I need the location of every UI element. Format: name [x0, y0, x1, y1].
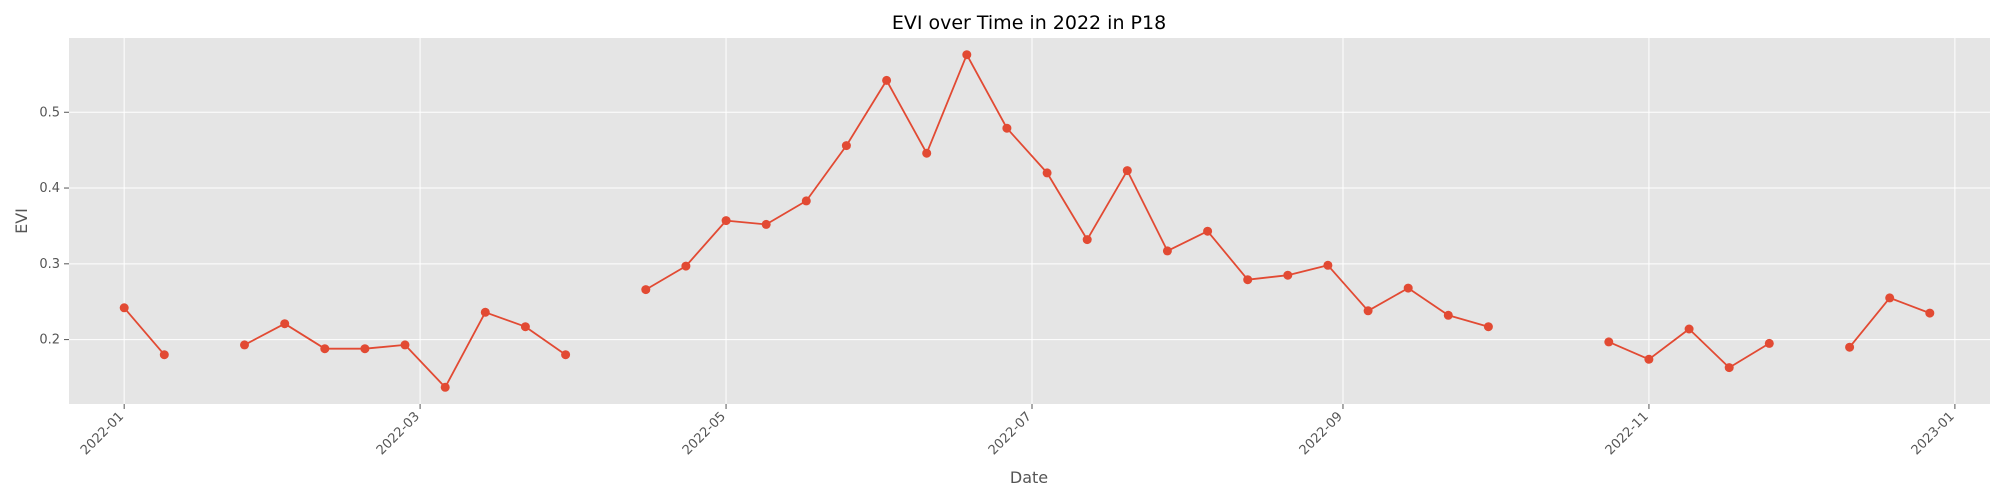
x-tick-label: 2022-05 [680, 409, 729, 458]
data-point [1363, 306, 1373, 316]
data-point [400, 340, 410, 350]
data-point [681, 261, 691, 271]
series-line-segment [645, 53, 1489, 328]
data-point [1845, 342, 1855, 352]
data-point [1082, 235, 1092, 245]
data-point [240, 340, 249, 350]
x-tick-label: 2022-09 [1297, 409, 1346, 458]
chart-title: EVI over Time in 2022 in P18 [892, 12, 1166, 34]
data-point [1684, 324, 1694, 334]
data-point [962, 50, 972, 60]
data-point [1483, 322, 1493, 332]
data-point [1323, 260, 1333, 270]
data-point [801, 196, 811, 206]
series-line-segment [123, 307, 165, 356]
data-point [1042, 168, 1052, 178]
evi-series [119, 50, 1935, 392]
data-point [1002, 123, 1012, 133]
grid-lines [69, 38, 1990, 404]
x-tick-label: 2022-11 [1603, 409, 1652, 458]
data-point [119, 303, 129, 313]
data-point [1243, 275, 1253, 285]
data-point [520, 322, 530, 332]
data-point [440, 382, 450, 392]
data-point [1925, 308, 1935, 318]
y-tick-label: 0.5 [39, 105, 60, 120]
data-point [320, 344, 330, 354]
data-point [480, 307, 490, 317]
y-tick-label: 0.4 [39, 181, 60, 196]
x-tick-label: 2022-03 [374, 409, 423, 458]
x-tick-label: 2022-07 [986, 409, 1035, 458]
data-point [1203, 226, 1213, 236]
data-point [1885, 293, 1895, 303]
x-tick-label: 2023-01 [1909, 409, 1958, 458]
data-point [1283, 270, 1293, 280]
data-point [360, 344, 370, 354]
data-point [1604, 337, 1614, 347]
data-point [1443, 310, 1453, 320]
data-point [1764, 338, 1774, 348]
y-tick-label: 0.3 [39, 257, 60, 272]
data-point [641, 285, 651, 295]
data-point [1644, 354, 1654, 364]
data-point [721, 216, 731, 226]
x-tick-label: 2022-01 [78, 409, 127, 458]
data-point [761, 219, 771, 229]
y-axis-label: EVI [12, 208, 31, 234]
data-point [280, 319, 290, 329]
x-axis-label: Date [1010, 468, 1048, 487]
data-point [922, 148, 932, 158]
data-point [1162, 246, 1172, 256]
data-point [882, 75, 892, 85]
data-point [1122, 166, 1132, 176]
data-point [1724, 363, 1734, 373]
data-point [841, 141, 851, 151]
data-point [159, 350, 169, 360]
data-point [1403, 283, 1413, 293]
data-point [561, 350, 571, 360]
y-tick-label: 0.2 [39, 333, 60, 348]
